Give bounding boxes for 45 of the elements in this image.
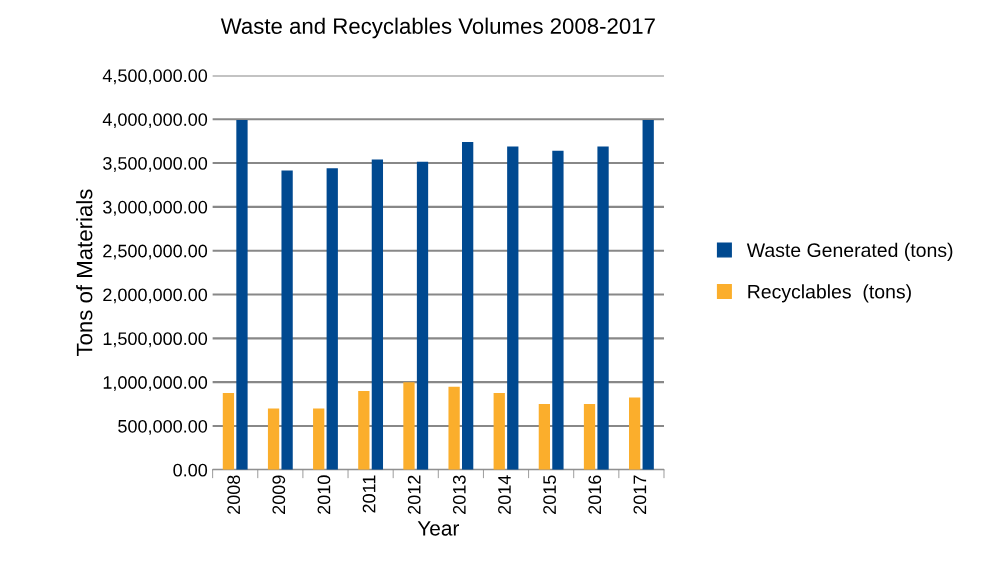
y-tick-label: 2,500,000.00 [103,244,208,260]
bar [552,150,564,470]
bar [462,142,474,470]
x-tick-label: 2011 [362,475,376,513]
y-tick-label: 2,000,000.00 [103,288,208,304]
legend-label: Recyclables (tons) [748,284,911,303]
bar [597,146,609,470]
bar [358,390,370,470]
x-tick-label: 2008 [227,475,241,514]
bar [507,146,519,470]
bar [416,161,429,470]
x-tick-label: 2013 [452,475,466,514]
x-tick-label: 2017 [633,475,647,514]
bar [326,168,338,470]
x-tick-label: 2016 [588,475,602,514]
bar [313,408,325,470]
legend-label: Waste Generated (tons) [746,242,953,261]
x-tick-label: 2014 [498,475,511,514]
x-tick-label: 2012 [407,475,421,514]
bar [583,404,596,470]
bar [629,397,641,470]
y-axis-title: Tons of Materials [76,189,93,357]
y-tick-label: 3,500,000.00 [103,156,208,172]
y-tick-label: 4,500,000.00 [102,69,208,85]
x-axis-title: Year [417,521,460,536]
bar [281,170,293,470]
x-tick-label: 2015 [543,475,556,514]
bar [642,120,654,470]
bar [538,404,551,470]
y-tick-label: 1,500,000.00 [103,332,208,348]
y-tick-label: 4,000,000.00 [102,113,208,129]
y-tick-label: 0.00 [173,463,208,477]
bar [267,408,280,470]
y-tick-label: 1,000,000.00 [103,376,208,392]
x-tick-label: 2009 [272,475,286,514]
bar [222,393,235,470]
bar [403,382,415,470]
bar [493,393,505,470]
y-tick-label: 3,000,000.00 [103,200,208,216]
x-tick-label: 2010 [317,475,331,514]
bar [448,386,460,470]
chart-title: Waste and Recyclables Volumes 2008-2017 [220,17,655,39]
bar [371,159,384,470]
y-tick-label: 500,000.00 [118,419,208,435]
bar [236,120,248,470]
